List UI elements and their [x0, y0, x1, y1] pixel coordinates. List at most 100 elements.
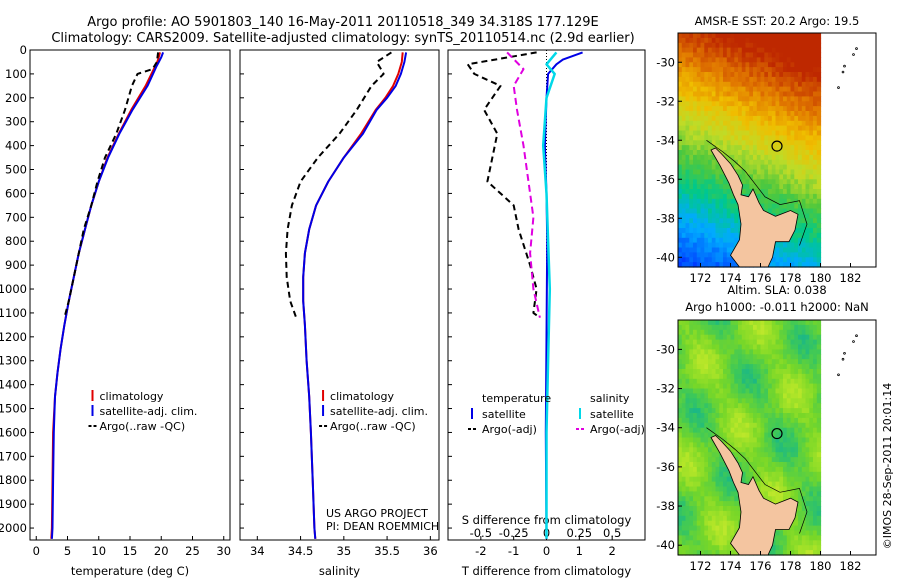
sst-heatmap-cell: [749, 145, 754, 151]
sst-heatmap-cell: [681, 174, 687, 180]
sla-heatmap-cell: [809, 320, 814, 326]
sst-heatmap-cell: [726, 106, 732, 112]
sla-heatmap-cell: [768, 442, 773, 448]
sst-heatmap-cell: [816, 125, 822, 132]
sla-ytick-label: -36: [656, 460, 675, 474]
sla-heatmap-cell: [771, 369, 777, 375]
sla-heatmap-cell: [708, 506, 713, 512]
sst-heatmap-cell: [768, 184, 773, 190]
sst-heatmap-cell: [749, 164, 754, 171]
sst-heatmap-cell: [745, 42, 750, 49]
sst-heatmap-cell: [693, 174, 698, 180]
sst-heatmap-cell: [681, 62, 687, 68]
sla-heatmap-cell: [768, 344, 773, 350]
sst-heatmap-cell: [708, 237, 713, 244]
sst-heatmap-cell: [745, 101, 750, 107]
sla-heatmap-cell: [689, 383, 694, 390]
sla-heatmap-cell: [816, 476, 822, 483]
sla-heatmap-cell: [779, 481, 784, 488]
sst-heatmap-cell: [775, 189, 780, 195]
sst-heatmap-cell: [794, 247, 799, 253]
sst-heatmap-cell: [771, 76, 777, 83]
sst-heatmap-cell: [760, 42, 765, 49]
sst-ytick-label: -34: [656, 133, 675, 147]
sla-heatmap-cell: [768, 427, 773, 434]
sla-heatmap-cell: [685, 462, 690, 468]
sla-heatmap-cell: [730, 481, 735, 488]
sst-heatmap-cell: [813, 111, 818, 117]
sst-heatmap-cell: [805, 47, 810, 54]
sla-heatmap-cell: [816, 520, 822, 527]
sst-heatmap-cell: [685, 101, 690, 107]
sla-heatmap-cell: [726, 535, 732, 541]
sla-heatmap-cell: [816, 457, 822, 463]
sst-heatmap-cell: [711, 130, 717, 136]
sla-heatmap-cell: [790, 349, 795, 355]
sla-heatmap-cell: [719, 413, 724, 419]
sla-heatmap-cell: [730, 501, 735, 507]
sst-heatmap-cell: [689, 72, 694, 78]
sst-heatmap-cell: [734, 72, 739, 78]
sla-heatmap-cell: [696, 530, 702, 536]
sla-heatmap-cell: [809, 364, 814, 370]
sst-heatmap-cell: [734, 213, 739, 219]
temperature-xtick-label: 5: [64, 544, 71, 558]
sla-heatmap-cell: [760, 447, 765, 453]
sla-heatmap-cell: [775, 447, 780, 453]
sst-heatmap-cell: [708, 262, 713, 268]
sst-heatmap-cell: [693, 232, 698, 239]
sla-heatmap-cell: [689, 496, 694, 502]
sla-heatmap-cell: [794, 457, 799, 463]
sla-heatmap-cell: [738, 383, 743, 390]
sst-heatmap-cell: [809, 145, 814, 151]
sla-heatmap-cell: [719, 393, 724, 399]
sst-heatmap-cell: [805, 140, 810, 146]
sla-heatmap-cell: [700, 403, 705, 409]
sla-heatmap-cell: [809, 369, 814, 375]
sst-heatmap-cell: [813, 140, 818, 146]
sla-heatmap-cell: [685, 452, 690, 458]
sla-heatmap-cell: [786, 378, 792, 385]
sla-heatmap-cell: [741, 462, 747, 468]
sst-heatmap-cell: [794, 232, 799, 239]
sst-heatmap-cell: [756, 169, 762, 175]
sst-heatmap-cell: [798, 228, 803, 234]
sla-heatmap-cell: [813, 535, 818, 541]
sla-heatmap-cell: [730, 413, 735, 419]
temperature-ytick-label: 1000: [0, 282, 27, 296]
sst-heatmap-cell: [801, 154, 807, 161]
sst-heatmap-cell: [715, 91, 720, 97]
sst-heatmap-cell: [753, 111, 758, 117]
sla-heatmap-cell: [809, 457, 814, 463]
sla-heatmap-cell: [730, 398, 735, 404]
sst-heatmap-cell: [741, 86, 747, 93]
sla-heatmap-cell: [730, 393, 735, 399]
sst-heatmap-cell: [801, 42, 807, 49]
sla-heatmap-cell: [786, 388, 792, 394]
sla-heatmap-cell: [813, 388, 818, 394]
sla-heatmap-cell: [700, 515, 705, 522]
sla-heatmap-cell: [726, 510, 732, 517]
sst-heatmap-cell: [798, 72, 803, 78]
sst-heatmap-cell: [768, 130, 773, 136]
sla-heatmap-cell: [685, 530, 690, 536]
sla-heatmap-cell: [768, 369, 773, 375]
sla-heatmap-cell: [723, 530, 728, 536]
sst-heatmap-cell: [678, 37, 683, 44]
sla-heatmap-cell: [689, 525, 694, 532]
sst-map-title: AMSR-E SST: 20.2 Argo: 19.5: [695, 14, 860, 28]
sla-heatmap-cell: [805, 369, 810, 375]
sla-heatmap-cell: [809, 471, 814, 478]
sla-heatmap-cell: [704, 344, 709, 350]
sla-heatmap-cell: [693, 496, 698, 502]
figure-title-line1: Argo profile: AO 5901803_140 16-May-2011…: [87, 15, 599, 30]
sla-heatmap-cell: [678, 354, 683, 360]
temperature-ytick-label: 800: [5, 234, 27, 248]
sst-heatmap-cell: [723, 257, 728, 263]
sla-heatmap-cell: [681, 388, 687, 394]
sst-heatmap-cell: [794, 150, 799, 156]
sst-heatmap-cell: [678, 198, 683, 205]
sla-heatmap-cell: [715, 481, 720, 488]
sla-heatmap-cell: [816, 324, 822, 331]
sst-heatmap-cell: [693, 42, 698, 49]
